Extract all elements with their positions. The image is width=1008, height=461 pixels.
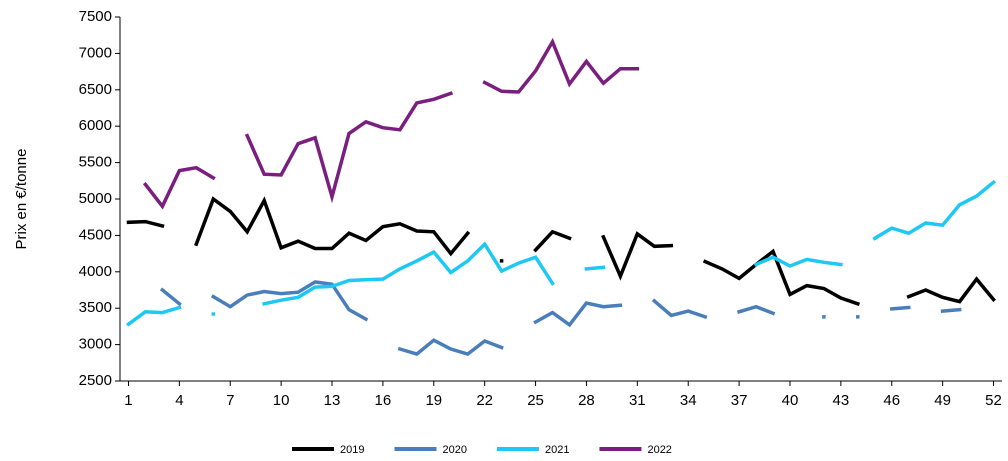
y-tick-label: 7500 (79, 8, 112, 25)
legend-label: 2021 (545, 444, 569, 456)
x-tick-label: 10 (273, 392, 290, 409)
series-line (126, 196, 996, 307)
x-tick-label: 49 (934, 392, 951, 409)
x-tick-label: 19 (425, 392, 442, 409)
x-tick-label: 13 (324, 392, 341, 409)
x-tick-label: 37 (731, 392, 748, 409)
y-tick-label: 3500 (79, 299, 112, 316)
x-tick-label: 40 (782, 392, 799, 409)
y-tick-label: 3000 (79, 336, 112, 353)
legend-label: 2020 (442, 444, 466, 456)
x-tick-label: 1 (124, 392, 132, 409)
x-tick-label: 31 (629, 392, 646, 409)
x-tick-label: 22 (476, 392, 493, 409)
y-tick-label: 7000 (79, 44, 112, 61)
series-line (142, 37, 640, 210)
y-tick-label: 5500 (79, 154, 112, 171)
x-tick-label: 4 (175, 392, 183, 409)
x-tick-label: 46 (883, 392, 900, 409)
y-axis-label: Prix en €/tonne (13, 149, 30, 250)
x-tick-label: 28 (578, 392, 595, 409)
legend-label: 2022 (647, 444, 671, 456)
y-tick-label: 6000 (79, 117, 112, 134)
y-tick-label: 5000 (79, 190, 112, 207)
y-tick-label: 6500 (79, 81, 112, 98)
x-tick-label: 25 (527, 392, 544, 409)
legend-label: 2019 (340, 444, 364, 456)
x-tick-label: 52 (985, 392, 1002, 409)
x-tick-label: 7 (226, 392, 234, 409)
series-line (159, 280, 962, 357)
y-tick-label: 2500 (79, 372, 112, 389)
x-tick-label: 34 (680, 392, 697, 409)
x-tick-label: 43 (833, 392, 850, 409)
y-tick-label: 4500 (79, 226, 112, 243)
x-tick-label: 16 (375, 392, 392, 409)
series-line (126, 179, 996, 327)
y-tick-label: 4000 (79, 263, 112, 280)
